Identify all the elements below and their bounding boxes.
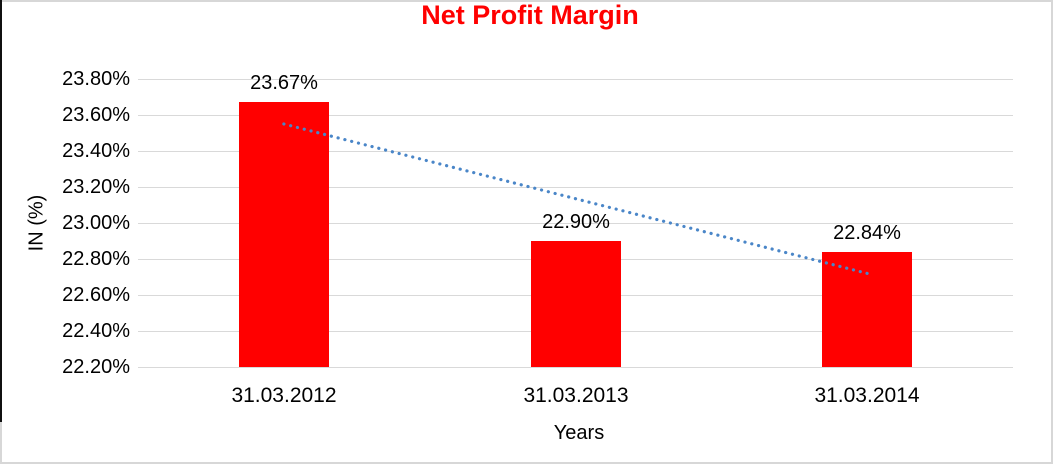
y-tick-label: 22.60% (62, 284, 130, 306)
y-tick-label: 23.80% (62, 68, 130, 90)
gridline (138, 187, 1013, 188)
x-axis-title: Years (553, 422, 605, 444)
gridline (138, 115, 1013, 116)
left-edge-black-line (0, 0, 2, 422)
x-tick-2013: 31.03.2013 (523, 384, 629, 407)
data-label-2012: 23.67% (250, 72, 318, 94)
chart-title: Net Profit Margin (421, 0, 639, 30)
x-tick-2012: 31.03.2012 (231, 384, 337, 407)
bar-31-03-2014 (822, 252, 912, 367)
gridline (138, 367, 1013, 368)
bar-31-03-2013 (531, 241, 621, 367)
y-tick-label: 22.20% (62, 356, 130, 378)
bar-31-03-2012 (239, 102, 329, 367)
gridline (138, 223, 1013, 224)
trendline-dotted-segment (282, 122, 869, 275)
y-tick-label: 23.40% (62, 140, 130, 162)
y-tick-label: 23.60% (62, 104, 130, 126)
y-tick-label: 23.00% (62, 212, 130, 234)
gridline (138, 79, 1013, 80)
data-label-2014: 22.84% (833, 222, 901, 244)
y-tick-label: 23.20% (62, 176, 130, 198)
gridline (138, 151, 1013, 152)
x-tick-2014: 31.03.2014 (814, 384, 920, 407)
data-label-2013: 22.90% (542, 211, 610, 233)
y-tick-label: 22.80% (62, 248, 130, 270)
y-tick-label: 22.40% (62, 320, 130, 342)
